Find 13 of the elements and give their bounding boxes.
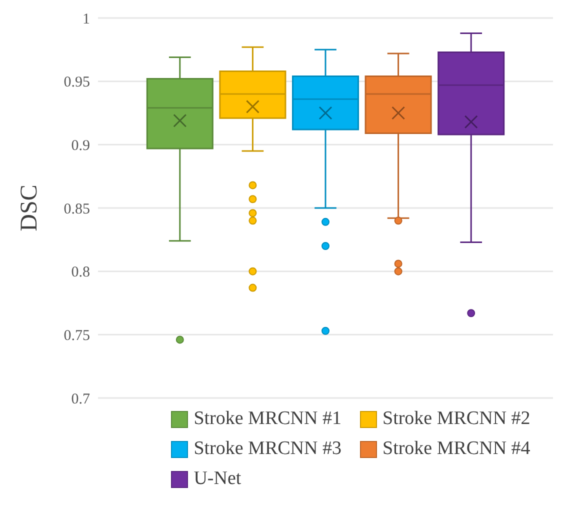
- y-axis-title: DSC: [16, 184, 43, 232]
- y-tick-label: 0.8: [71, 264, 90, 281]
- y-tick-label: 0.7: [71, 391, 90, 408]
- legend-label: Stroke MRCNN #1: [194, 408, 342, 430]
- legend-label: Stroke MRCNN #2: [382, 408, 530, 430]
- y-tick-label: 1: [82, 11, 90, 28]
- y-tick-label: 0.9: [71, 138, 90, 154]
- legend-label: Stroke MRCNN #4: [382, 438, 530, 460]
- y-tick-label: 0.75: [64, 328, 90, 344]
- legend-label: Stroke MRCNN #3: [194, 438, 342, 460]
- y-tick-label: 0.95: [64, 74, 90, 91]
- y-tick-label: 0.85: [64, 201, 90, 218]
- legend-label: U-Net: [194, 468, 242, 490]
